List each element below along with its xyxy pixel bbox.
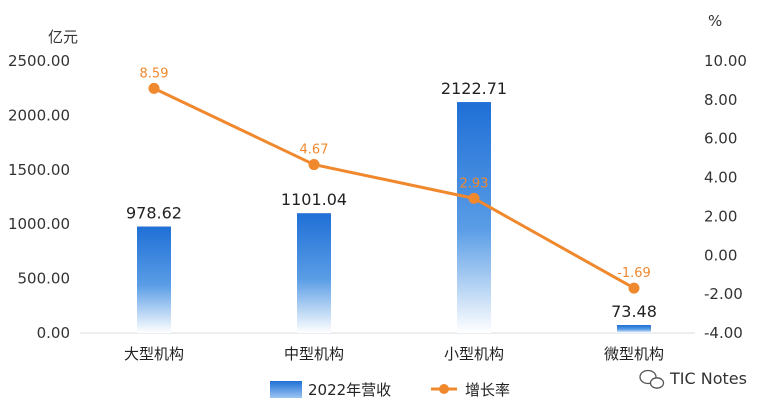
growth-line-series: 8.59 4.67 2.93 -1.69 <box>140 66 651 294</box>
bar-value-label: 2122.71 <box>441 79 507 98</box>
growth-value-label: 8.59 <box>140 66 169 81</box>
bar <box>137 226 171 333</box>
bar-value-label: 1101.04 <box>281 190 347 209</box>
right-axis-unit: % <box>708 12 722 30</box>
right-tick-label: 10.00 <box>704 52 747 70</box>
right-axis-ticks: -4.00 -2.00 0.00 2.00 4.00 6.00 8.00 10.00 <box>704 52 747 342</box>
wechat-icon <box>639 369 665 389</box>
left-tick-label: 500.00 <box>18 270 71 288</box>
bar-value-label: 73.48 <box>611 302 657 321</box>
category-label: 微型机构 <box>604 345 664 363</box>
legend-bar-swatch <box>270 381 302 398</box>
right-tick-label: 0.00 <box>704 246 737 264</box>
legend: 2022年营收 增长率 <box>270 381 510 399</box>
bar-series <box>137 102 651 333</box>
bar-value-labels: 978.62 1101.04 2122.71 73.48 <box>126 79 657 321</box>
growth-point <box>148 82 160 94</box>
right-tick-label: 8.00 <box>704 91 737 109</box>
left-axis-ticks: 0.00 500.00 1000.00 1500.00 2000.00 2500.00 <box>8 52 70 342</box>
growth-point <box>308 159 320 171</box>
left-tick-label: 2000.00 <box>8 106 70 124</box>
category-label: 大型机构 <box>124 345 184 363</box>
right-tick-label: 4.00 <box>704 169 737 187</box>
legend-line-label: 增长率 <box>465 381 510 399</box>
left-tick-label: 1000.00 <box>8 215 70 233</box>
right-tick-label: -4.00 <box>704 324 743 342</box>
growth-value-label: 4.67 <box>300 143 329 158</box>
category-label: 小型机构 <box>444 345 504 363</box>
left-tick-label: 0.00 <box>37 324 70 342</box>
legend-bar-label: 2022年营收 <box>308 381 391 399</box>
category-labels: 大型机构 中型机构 小型机构 微型机构 <box>124 345 664 363</box>
growth-point <box>628 282 640 294</box>
legend-line-marker <box>439 384 449 394</box>
bar <box>457 102 491 333</box>
watermark-text: TIC Notes <box>669 369 747 388</box>
growth-line <box>153 87 635 290</box>
left-tick-label: 2500.00 <box>8 52 70 70</box>
right-tick-label: 2.00 <box>704 207 737 225</box>
growth-value-label: -1.69 <box>617 266 651 281</box>
bar <box>617 325 651 333</box>
left-tick-label: 1500.00 <box>8 161 70 179</box>
growth-point <box>468 192 480 204</box>
bar-value-label: 978.62 <box>126 204 182 223</box>
watermark: TIC Notes <box>639 369 747 389</box>
right-tick-label: -2.00 <box>704 285 743 303</box>
bar <box>297 213 331 333</box>
category-label: 中型机构 <box>284 345 344 363</box>
growth-value-label: 2.93 <box>460 176 489 191</box>
right-tick-label: 6.00 <box>704 130 737 148</box>
left-axis-unit: 亿元 <box>48 28 78 46</box>
